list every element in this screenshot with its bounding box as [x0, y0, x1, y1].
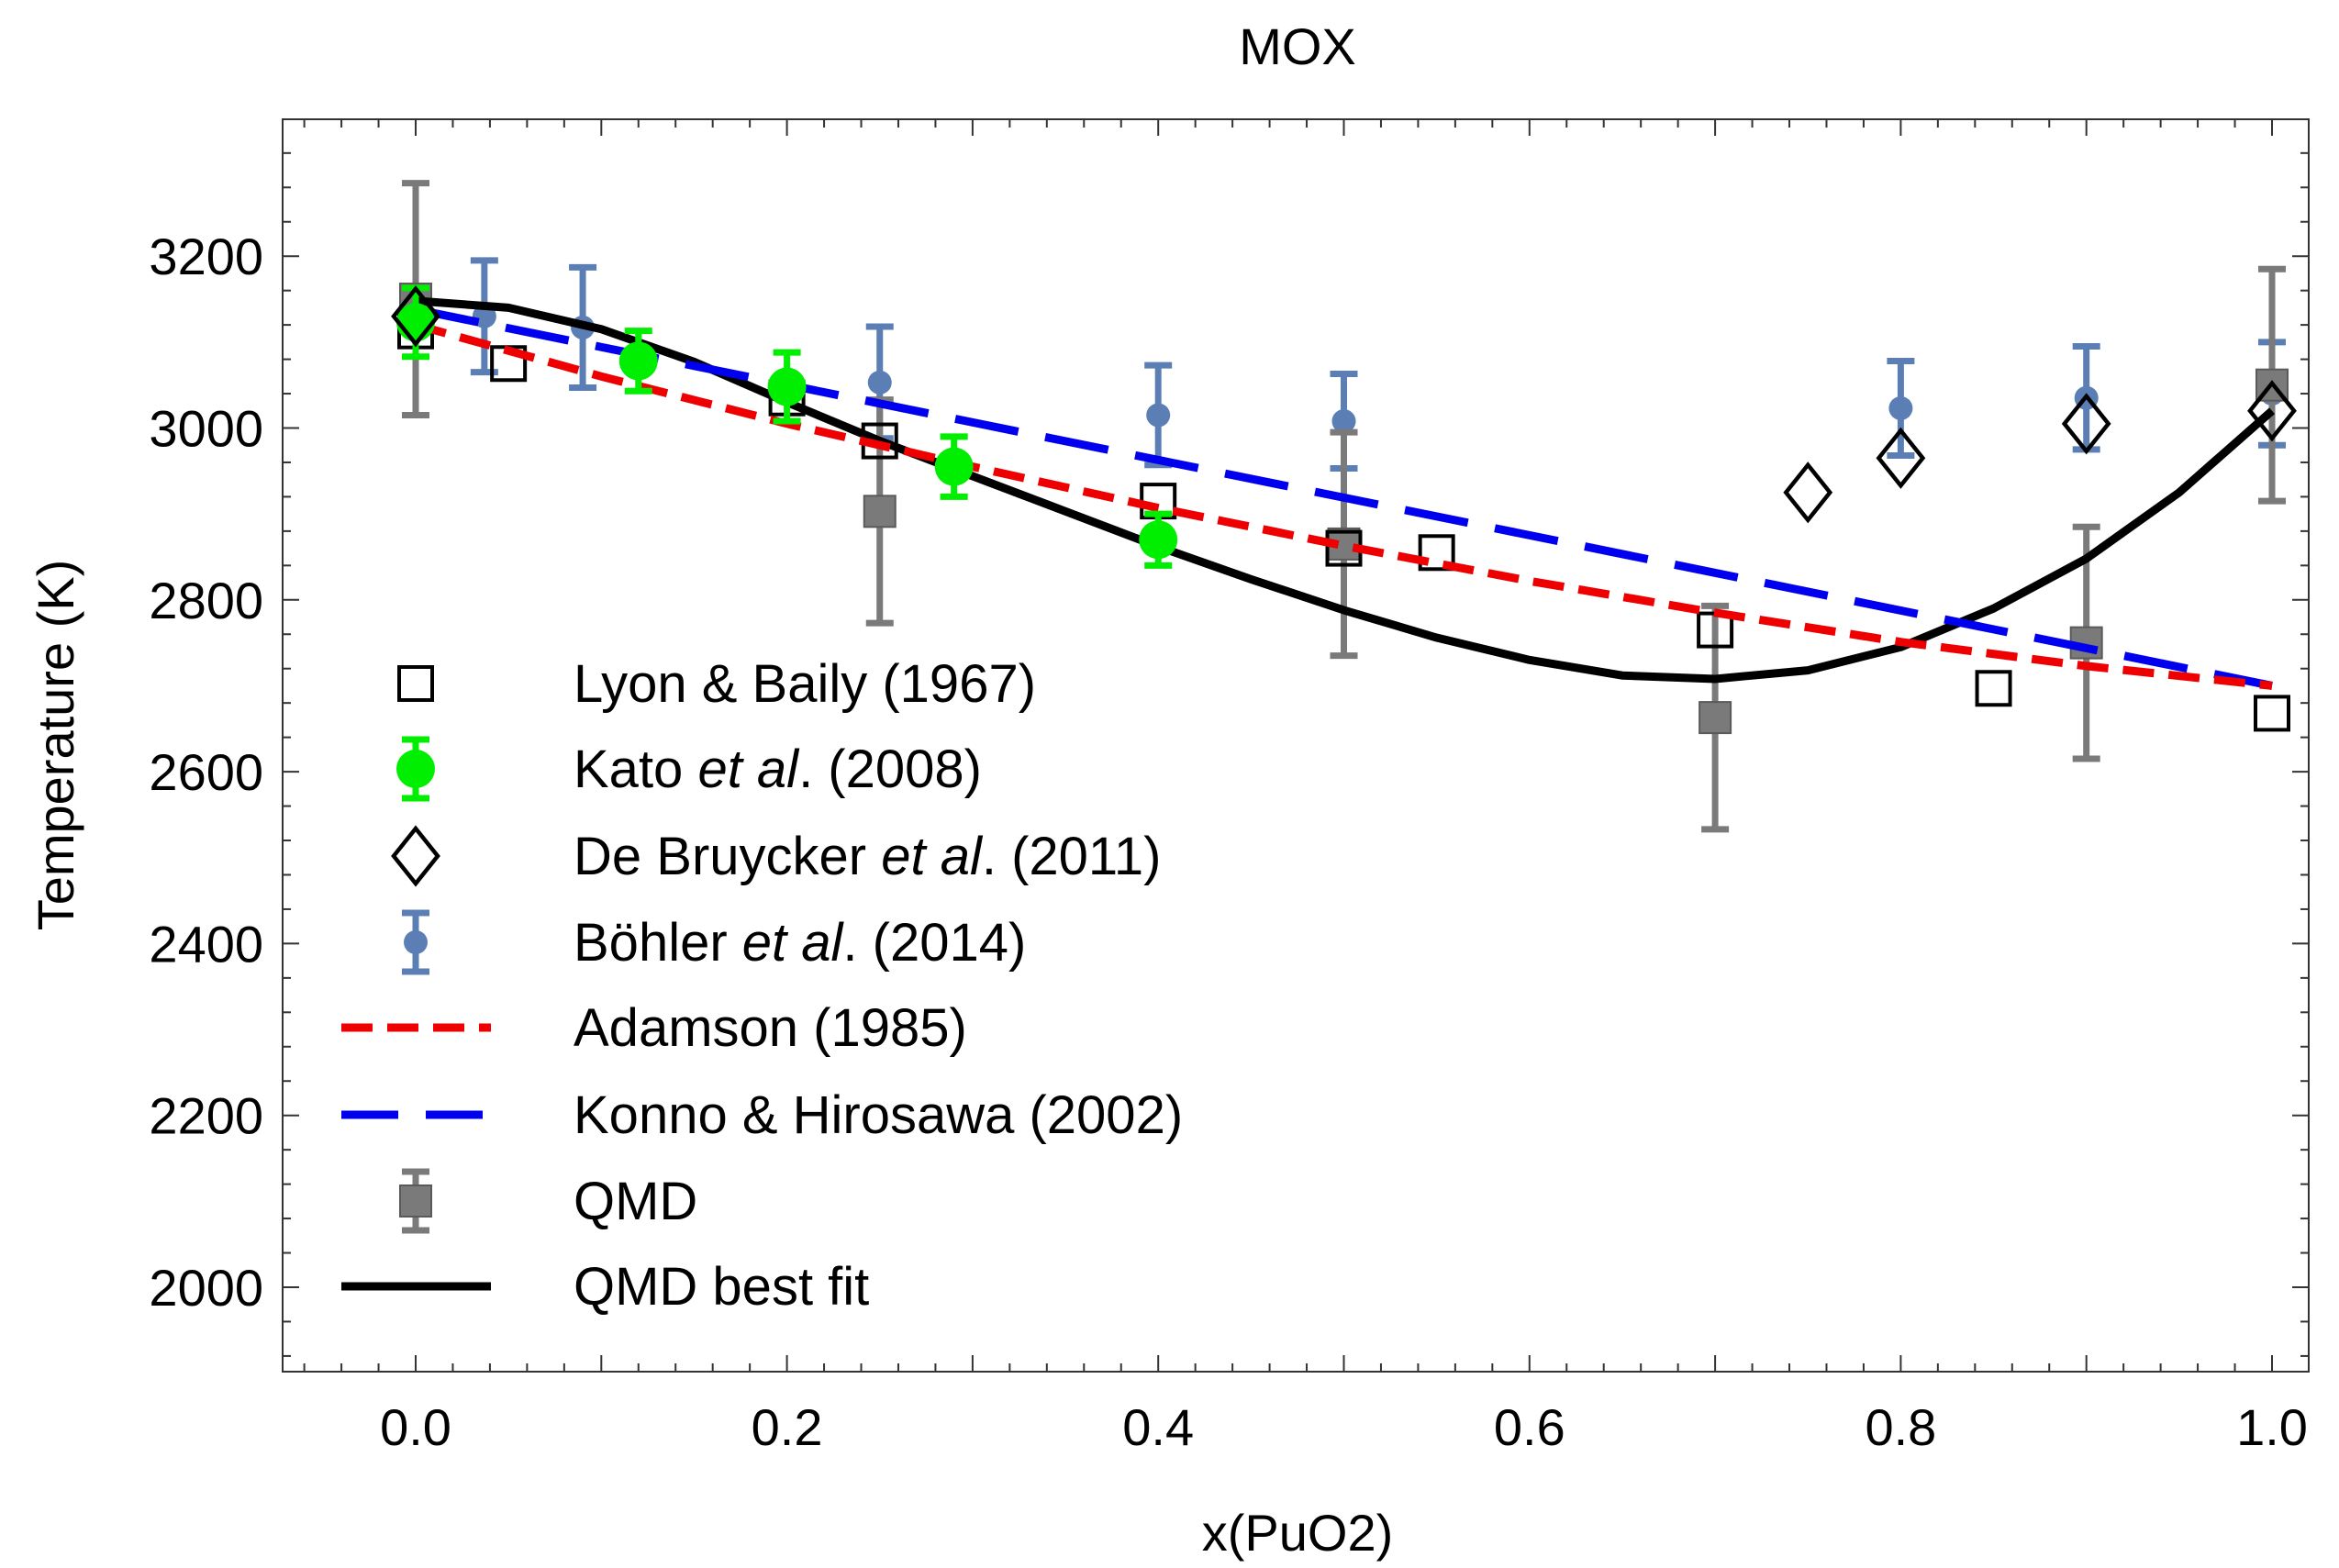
- debruycker-point: [2247, 380, 2297, 442]
- y-tick-label: 3200: [149, 228, 263, 285]
- konno-series: [415, 305, 2273, 690]
- legend-label-qmdfit: QMD best fit: [574, 1257, 869, 1317]
- y-tick-label: 3000: [149, 400, 263, 458]
- legend-item-qmdfit: QMD best fit: [341, 1257, 869, 1317]
- konno-line: [415, 305, 2273, 690]
- legend-label-part: Adamson (1985): [574, 998, 967, 1058]
- debruycker-point: [1783, 462, 1833, 524]
- x-tick-labels: 0.0 0.2 0.4 0.6 0.8 1.0: [380, 1398, 2308, 1456]
- lyon-point: [1975, 670, 2012, 707]
- x-tick-label: 0.4: [1122, 1398, 1194, 1456]
- kato-point: [618, 341, 658, 381]
- legend-swatch-kato: [396, 750, 435, 788]
- legend-label-part: Lyon & Baily (1967): [574, 654, 1036, 714]
- legend-label-konno: Konno & Hirosawa (2002): [574, 1085, 1183, 1145]
- legend: Lyon & Baily (1967)Kato et al. (2008)De …: [341, 654, 1183, 1317]
- bohler-point: [867, 370, 892, 395]
- lyon-point: [1418, 534, 1455, 572]
- y-tick-label: 2000: [149, 1259, 263, 1317]
- x-tick-label: 0.6: [1494, 1398, 1565, 1456]
- x-axis-title: x(PuO2): [1202, 1504, 1394, 1562]
- legend-label-adamson: Adamson (1985): [574, 998, 967, 1058]
- legend-label-bohler: Böhler et al. (2014): [574, 913, 1026, 973]
- x-tick-label: 0.2: [752, 1398, 823, 1456]
- legend-swatch-qmd: [399, 1184, 432, 1218]
- adamson-series: [414, 320, 2273, 690]
- legend-item-bohler: Böhler et al. (2014): [402, 909, 1026, 975]
- legend-item-adamson: Adamson (1985): [341, 998, 967, 1058]
- kato-point: [934, 447, 974, 486]
- debruycker-point: [1876, 427, 1926, 489]
- qmd-point: [1699, 701, 1732, 735]
- legend-label-qmd: QMD: [574, 1172, 697, 1231]
- bohler-series: [470, 257, 2286, 473]
- legend-label-part: QMD: [574, 1172, 697, 1231]
- legend-item-kato: Kato et al. (2008): [396, 736, 982, 802]
- y-axis-title: Temperature (K): [27, 560, 84, 931]
- legend-label-part: . (2014): [842, 913, 1026, 973]
- y-tick-label: 2600: [149, 743, 263, 801]
- lyon-point: [2254, 695, 2290, 732]
- x-tick-label: 0.0: [380, 1398, 451, 1456]
- y-tick-label: 2800: [149, 572, 263, 629]
- kato-point: [1139, 520, 1178, 560]
- legend-label-lyon: Lyon & Baily (1967): [574, 654, 1036, 714]
- plot-frame: [282, 118, 2310, 1373]
- chart-title: MOX: [1239, 17, 1356, 75]
- legend-item-konno: Konno & Hirosawa (2002): [341, 1085, 1183, 1145]
- qmd-point: [863, 495, 897, 528]
- bohler-point: [1331, 409, 1356, 434]
- legend-label-part: Kato: [574, 740, 697, 799]
- legend-label-part: De Bruycker: [574, 827, 881, 886]
- legend-item-qmd: QMD: [399, 1168, 697, 1234]
- legend-label-kato: Kato et al. (2008): [574, 740, 982, 799]
- legend-item-debruycker: De Bruycker et al. (2011): [391, 825, 1161, 887]
- legend-label-part: Böhler: [574, 913, 742, 973]
- bohler-point: [1146, 403, 1171, 428]
- legend-swatch-bohler: [404, 930, 428, 954]
- legend-label-part: QMD best fit: [574, 1257, 869, 1317]
- kato-series: [396, 284, 1178, 569]
- frame-ticks: [283, 119, 2309, 1372]
- x-tick-label: 0.8: [1865, 1398, 1936, 1456]
- legend-swatch-lyon: [397, 665, 434, 702]
- y-tick-label: 2400: [149, 915, 263, 973]
- legend-item-lyon: Lyon & Baily (1967): [397, 654, 1036, 714]
- plot-area: [391, 180, 2297, 833]
- debruycker-point: [391, 285, 440, 348]
- legend-swatch-debruycker: [391, 825, 440, 887]
- legend-label-part: Konno & Hirosawa (2002): [574, 1085, 1183, 1145]
- legend-label-part: et al: [742, 913, 845, 973]
- legend-label-part: et al: [697, 740, 800, 799]
- x-tick-label: 1.0: [2236, 1398, 2308, 1456]
- adamson-line: [414, 320, 2273, 690]
- y-tick-label: 2200: [149, 1087, 263, 1145]
- bohler-point: [1888, 395, 1913, 420]
- qmd-series: [399, 180, 2289, 833]
- debruycker-series: [391, 285, 2297, 524]
- legend-label-part: . (2008): [798, 740, 982, 799]
- legend-label-part: et al: [881, 827, 984, 886]
- legend-label-part: . (2011): [982, 827, 1162, 886]
- legend-label-debruycker: De Bruycker et al. (2011): [574, 827, 1161, 886]
- y-tick-labels: 2000 2200 2400 2600 2800 3000 3200: [149, 228, 263, 1317]
- kato-point: [767, 367, 807, 406]
- debruycker-point: [2061, 393, 2111, 455]
